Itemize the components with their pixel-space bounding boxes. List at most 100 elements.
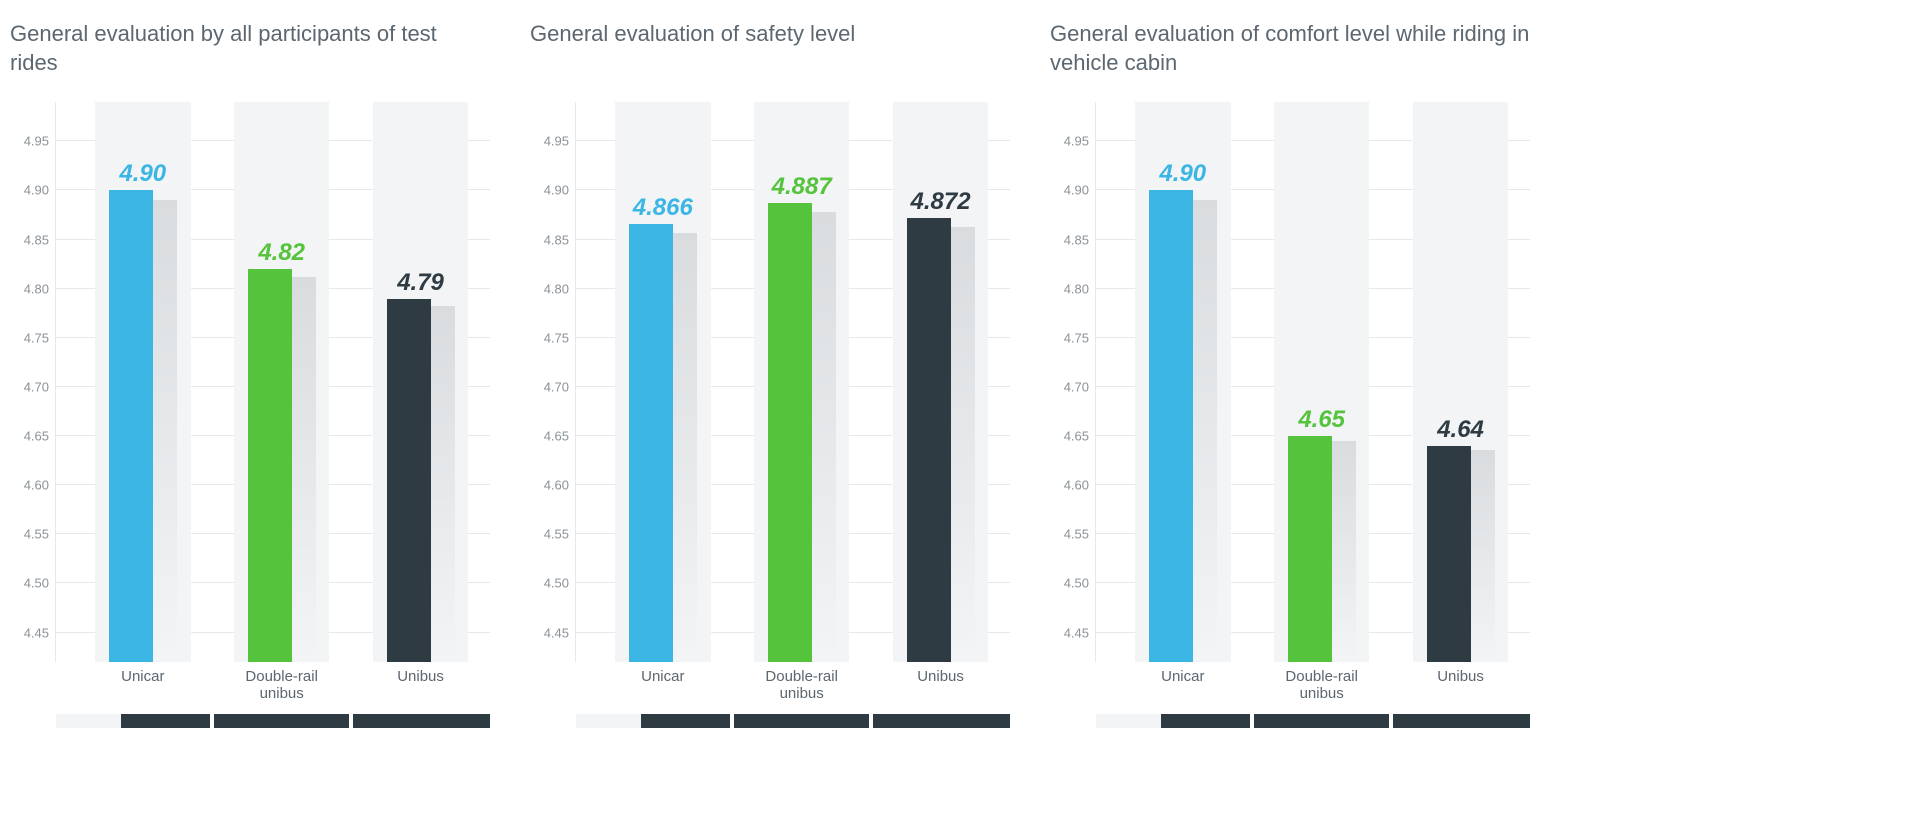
bar-shadow: [1193, 200, 1217, 662]
bar: [907, 218, 951, 662]
x-tick-label: Unicar: [641, 668, 684, 685]
y-tick-label: 4.55: [24, 527, 49, 542]
y-tick-label: 4.90: [24, 183, 49, 198]
y-tick-label: 4.75: [544, 330, 569, 345]
bar-value-label: 4.866: [633, 194, 693, 222]
footer-seg-dark: [1161, 714, 1530, 728]
plot-area: 4.454.504.554.604.654.704.754.804.854.90…: [10, 102, 490, 662]
bar-shadow: [1471, 450, 1495, 662]
category: 4.872: [893, 102, 988, 662]
x-tick-label: Double-railunibus: [765, 668, 838, 703]
y-tick-label: 4.90: [544, 183, 569, 198]
y-axis: 4.454.504.554.604.654.704.754.804.854.90…: [10, 102, 56, 662]
category: 4.82: [234, 102, 329, 662]
y-tick-label: 4.50: [544, 576, 569, 591]
y-tick-label: 4.70: [1064, 379, 1089, 394]
y-tick-label: 4.85: [544, 232, 569, 247]
y-tick-label: 4.75: [24, 330, 49, 345]
bar-group: 4.866: [629, 224, 697, 662]
y-tick-label: 4.85: [1064, 232, 1089, 247]
footer-divider: [349, 714, 353, 728]
y-axis: 4.454.504.554.604.654.704.754.804.854.90…: [530, 102, 576, 662]
chart-title: General evaluation of comfort level whil…: [1050, 20, 1530, 78]
bar-group: 4.82: [248, 269, 316, 662]
bars-area: 4.90 4.82 4.79: [56, 102, 490, 662]
chart-panel: General evaluation by all participants o…: [10, 20, 490, 728]
bar-value-label: 4.872: [911, 188, 971, 216]
bar-shadow: [1332, 441, 1356, 662]
category: 4.90: [95, 102, 190, 662]
x-tick-label: Unicar: [121, 668, 164, 685]
category: 4.90: [1135, 102, 1230, 662]
x-axis: Unicar Double-railunibus Unibus: [1096, 662, 1530, 708]
footer-seg-dark: [641, 714, 1010, 728]
category: 4.887: [754, 102, 849, 662]
y-tick-label: 4.45: [1064, 625, 1089, 640]
y-tick-label: 4.65: [1064, 429, 1089, 444]
y-tick-label: 4.60: [24, 478, 49, 493]
bar: [387, 299, 431, 663]
y-tick-label: 4.55: [1064, 527, 1089, 542]
y-tick-label: 4.50: [1064, 576, 1089, 591]
y-tick-label: 4.80: [24, 281, 49, 296]
chart-panel: General evaluation of comfort level whil…: [1050, 20, 1530, 728]
footer-divider: [1389, 714, 1393, 728]
category: 4.65: [1274, 102, 1369, 662]
x-tick-label: Double-railunibus: [245, 668, 318, 703]
bar: [1288, 436, 1332, 662]
bar-value-label: 4.90: [1159, 160, 1206, 188]
footer-seg-light: [56, 714, 121, 728]
plot-area: 4.454.504.554.604.654.704.754.804.854.90…: [1050, 102, 1530, 662]
y-tick-label: 4.95: [1064, 134, 1089, 149]
y-tick-label: 4.50: [24, 576, 49, 591]
bar: [248, 269, 292, 662]
bar-group: 4.79: [387, 299, 455, 663]
bar-value-label: 4.887: [772, 173, 832, 201]
bar-value-label: 4.65: [1298, 406, 1345, 434]
bar-value-label: 4.82: [258, 239, 305, 267]
bar-value-label: 4.90: [119, 160, 166, 188]
footer-seg-light: [576, 714, 641, 728]
bar-group: 4.65: [1288, 436, 1356, 662]
chart-title: General evaluation by all participants o…: [10, 20, 490, 78]
x-tick-label: Unicar: [1161, 668, 1204, 685]
bar-group: 4.90: [1149, 190, 1217, 662]
y-tick-label: 4.75: [1064, 330, 1089, 345]
y-tick-label: 4.55: [544, 527, 569, 542]
category: 4.64: [1413, 102, 1508, 662]
bar: [1427, 446, 1471, 662]
x-tick-label: Unibus: [1437, 668, 1484, 685]
bars-area: 4.90 4.65 4.64: [1096, 102, 1530, 662]
category: 4.79: [373, 102, 468, 662]
chart-title: General evaluation of safety level: [530, 20, 1010, 78]
bars-area: 4.866 4.887 4.872: [576, 102, 1010, 662]
y-tick-label: 4.70: [544, 379, 569, 394]
y-tick-label: 4.85: [24, 232, 49, 247]
y-tick-label: 4.95: [24, 134, 49, 149]
footer-seg-dark: [121, 714, 490, 728]
bar-value-label: 4.64: [1437, 416, 1484, 444]
bar-shadow: [292, 277, 316, 662]
bar-shadow: [951, 227, 975, 662]
y-tick-label: 4.45: [24, 625, 49, 640]
y-tick-label: 4.65: [24, 429, 49, 444]
footer-divider: [1250, 714, 1254, 728]
x-tick-label: Unibus: [397, 668, 444, 685]
y-axis: 4.454.504.554.604.654.704.754.804.854.90…: [1050, 102, 1096, 662]
bar-group: 4.64: [1427, 446, 1495, 662]
footer-bar: [56, 714, 490, 728]
footer-divider: [730, 714, 734, 728]
x-tick-label: Double-railunibus: [1285, 668, 1358, 703]
x-tick-label: Unibus: [917, 668, 964, 685]
bar-value-label: 4.79: [397, 269, 444, 297]
category: 4.866: [615, 102, 710, 662]
y-tick-label: 4.95: [544, 134, 569, 149]
x-axis: Unicar Double-railunibus Unibus: [576, 662, 1010, 708]
footer-divider: [869, 714, 873, 728]
bar-shadow: [431, 306, 455, 662]
bar: [1149, 190, 1193, 662]
bar-shadow: [153, 200, 177, 662]
chart-panel: General evaluation of safety level4.454.…: [530, 20, 1010, 728]
bar: [109, 190, 153, 662]
y-tick-label: 4.60: [1064, 478, 1089, 493]
